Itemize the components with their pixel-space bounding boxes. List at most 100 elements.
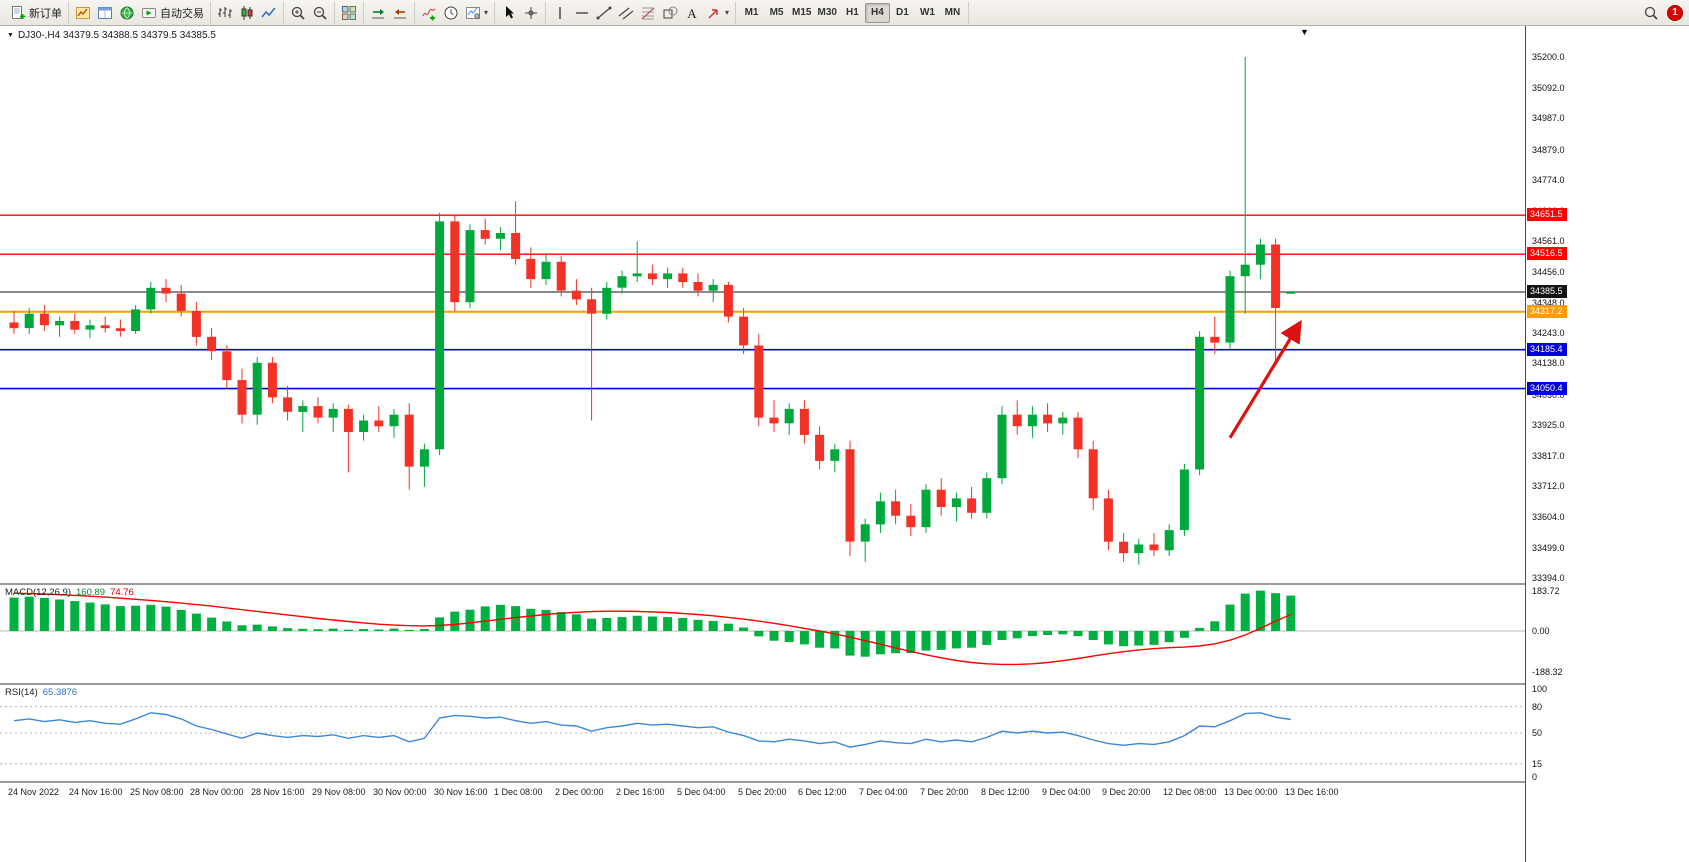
- macd-panel-canvas[interactable]: [0, 585, 1525, 683]
- tile-windows-icon: [341, 5, 357, 21]
- text-button[interactable]: A: [681, 3, 703, 23]
- market-watch-icon: [75, 5, 91, 21]
- time-tick-label: 29 Nov 08:00: [312, 787, 366, 797]
- zoom-in-button[interactable]: [287, 3, 309, 23]
- toolbar-group: 新订单: [4, 1, 69, 24]
- text-icon: A: [684, 5, 700, 21]
- timeframe-h1-button[interactable]: H1: [840, 3, 865, 23]
- arrow-label-icon: [706, 5, 722, 21]
- chart-shift-button[interactable]: [389, 3, 411, 23]
- timeframe-w1-button[interactable]: W1: [915, 3, 940, 23]
- bar-chart-button[interactable]: [214, 3, 236, 23]
- crosshair-icon: [523, 5, 539, 21]
- timeframe-m5-button[interactable]: M5: [764, 3, 789, 23]
- periods-button[interactable]: [440, 3, 462, 23]
- horizontal-line-button[interactable]: [571, 3, 593, 23]
- templates-button[interactable]: ▾: [462, 3, 491, 23]
- time-tick-label: 2 Dec 16:00: [616, 787, 665, 797]
- channel-button[interactable]: [615, 3, 637, 23]
- price-line-badge: 34185.4: [1527, 343, 1567, 356]
- autotrading-button[interactable]: 自动交易: [138, 3, 207, 23]
- fibonacci-icon: [640, 5, 656, 21]
- toolbar-group: [495, 1, 547, 24]
- price-tick-label: 34030.0: [1532, 390, 1565, 400]
- navigator-button[interactable]: [116, 3, 138, 23]
- autotrading-icon: [141, 5, 157, 21]
- zoom-in-icon: [290, 5, 306, 21]
- time-tick-label: 1 Dec 08:00: [494, 787, 543, 797]
- price-tick-label: 33604.0: [1532, 512, 1565, 522]
- candlestick-chart-button[interactable]: [236, 3, 258, 23]
- time-tick-label: 5 Dec 20:00: [738, 787, 787, 797]
- price-tick-label: 34774.0: [1532, 175, 1565, 185]
- rsi-panel-canvas[interactable]: [0, 685, 1525, 781]
- crosshair-button[interactable]: [520, 3, 542, 23]
- chart-end-marker[interactable]: ▼: [1300, 27, 1309, 37]
- macd-scale-label: 183.72: [1532, 586, 1560, 596]
- trendline-icon: [596, 5, 612, 21]
- data-window-icon: [97, 5, 113, 21]
- candlestick-chart-icon: [239, 5, 255, 21]
- zoom-out-icon: [312, 5, 328, 21]
- autotrading-label: 自动交易: [160, 7, 204, 20]
- market-watch-button[interactable]: [72, 3, 94, 23]
- panel-splitter[interactable]: [0, 583, 1525, 585]
- time-tick-label: 30 Nov 00:00: [373, 787, 427, 797]
- price-tick-label: 35092.0: [1532, 83, 1565, 93]
- chart-shift-icon: [392, 5, 408, 21]
- svg-text:A: A: [687, 6, 697, 21]
- price-axis[interactable]: 35200.035092.034987.034879.034774.034666…: [1525, 26, 1689, 862]
- rsi-scale-label: 80: [1532, 702, 1543, 712]
- line-chart-button[interactable]: [258, 3, 280, 23]
- time-tick-label: 9 Dec 04:00: [1042, 787, 1091, 797]
- data-window-button[interactable]: [94, 3, 116, 23]
- price-tick-label: 33499.0: [1532, 543, 1565, 553]
- indicators-button[interactable]: [418, 3, 440, 23]
- vertical-line-button[interactable]: [549, 3, 571, 23]
- trendline-button[interactable]: [593, 3, 615, 23]
- line-chart-icon: [261, 5, 277, 21]
- tile-windows-button[interactable]: [338, 3, 360, 23]
- time-tick-label: 12 Dec 08:00: [1163, 787, 1217, 797]
- time-tick-label: 28 Nov 16:00: [251, 787, 305, 797]
- timeframe-m15-button[interactable]: M15: [789, 3, 814, 23]
- timeframe-m30-button[interactable]: M30: [814, 3, 839, 23]
- timeframe-m1-button[interactable]: M1: [739, 3, 764, 23]
- timeframe-h4-button[interactable]: H4: [864, 2, 890, 23]
- time-tick-label: 28 Nov 00:00: [190, 787, 244, 797]
- zoom-out-button[interactable]: [309, 3, 331, 23]
- notification-badge[interactable]: 1: [1667, 4, 1683, 21]
- timeframe-group: M1 M5 M15 M30 H1 H4 D1 W1 MN: [736, 1, 969, 24]
- fibonacci-button[interactable]: [637, 3, 659, 23]
- auto-scroll-button[interactable]: [367, 3, 389, 23]
- chevron-down-icon: ▾: [725, 8, 730, 17]
- price-line-badge: 34516.5: [1527, 247, 1567, 260]
- time-tick-label: 7 Dec 20:00: [920, 787, 969, 797]
- toolbar-group: ▾: [415, 1, 496, 24]
- cursor-button[interactable]: [498, 3, 520, 23]
- panel-splitter[interactable]: [0, 781, 1525, 783]
- chevron-down-icon: ▾: [484, 8, 489, 17]
- time-tick-label: 30 Nov 16:00: [434, 787, 488, 797]
- time-tick-label: 25 Nov 08:00: [130, 787, 184, 797]
- macd-scale-label: 0.00: [1532, 626, 1550, 636]
- price-tick-label: 34561.0: [1532, 236, 1565, 246]
- chart-window: 24 Nov 2022 24 Nov 16:00 25 Nov 08:00 28 No…: [0, 26, 1525, 862]
- panel-splitter[interactable]: [0, 683, 1525, 685]
- price-chart-canvas[interactable]: [0, 26, 1525, 583]
- arrow-label-button[interactable]: ▾: [703, 3, 732, 23]
- shapes-button[interactable]: [659, 3, 681, 23]
- timeframe-mn-button[interactable]: MN: [940, 3, 965, 23]
- price-line-badge: 34050.4: [1527, 382, 1567, 395]
- price-tick-label: 33925.0: [1532, 420, 1565, 430]
- periods-icon: [443, 5, 459, 21]
- search-button[interactable]: [1640, 3, 1662, 23]
- toolbar-group: [211, 1, 284, 24]
- time-axis[interactable]: 24 Nov 2022 24 Nov 16:00 25 Nov 08:00 28 No…: [0, 783, 1525, 803]
- timeframe-d1-button[interactable]: D1: [890, 3, 915, 23]
- time-tick-label: 5 Dec 04:00: [677, 787, 726, 797]
- new-order-button[interactable]: 新订单: [7, 3, 65, 23]
- templates-icon: [465, 5, 481, 21]
- rsi-scale-label: 0: [1532, 772, 1538, 782]
